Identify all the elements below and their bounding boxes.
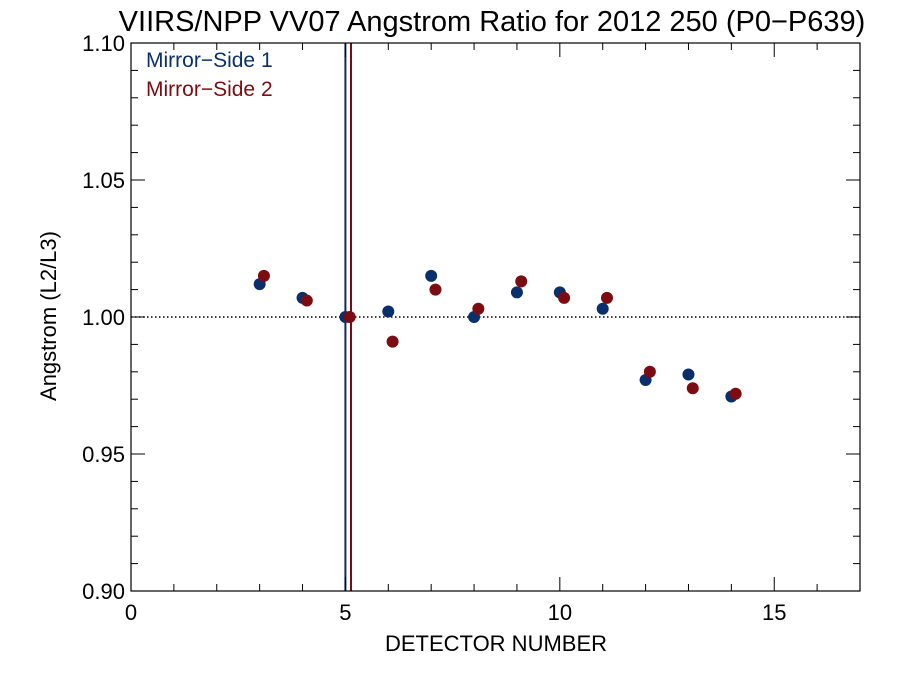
data-point-mirror-side-2 — [558, 291, 571, 304]
data-point-mirror-side-1 — [425, 269, 438, 282]
data-point-mirror-side-2 — [300, 294, 313, 307]
data-point-mirror-side-1 — [382, 305, 395, 318]
x-tick-label: 15 — [762, 600, 786, 625]
y-tick-label: 1.00 — [82, 305, 125, 330]
reference-lines — [131, 43, 860, 591]
data-point-mirror-side-2 — [257, 269, 270, 282]
y-tick-label: 0.95 — [82, 442, 125, 467]
x-axis-label: DETECTOR NUMBER — [385, 631, 607, 656]
data-point-mirror-side-2 — [643, 365, 656, 378]
y-axis-label: Angstrom (L2/L3) — [36, 231, 61, 401]
data-point-mirror-side-2 — [386, 335, 399, 348]
data-point-mirror-side-2 — [472, 302, 485, 315]
y-tick-label: 1.05 — [82, 168, 125, 193]
legend-label-mirror-side-2: Mirror−Side 2 — [146, 78, 273, 101]
data-point-mirror-side-2 — [686, 382, 699, 395]
data-point-mirror-side-2 — [729, 387, 742, 400]
legend: Mirror−Side 1 Mirror−Side 2 — [146, 49, 273, 101]
data-point-mirror-side-1 — [682, 368, 695, 381]
data-point-mirror-side-1 — [510, 286, 523, 299]
plot-frame — [130, 42, 861, 592]
data-point-mirror-side-2 — [600, 291, 613, 304]
x-tick-label: 10 — [548, 600, 572, 625]
legend-label-mirror-side-1: Mirror−Side 1 — [146, 49, 273, 72]
chart-title: VIIRS/NPP VV07 Angstrom Ratio for 2012 2… — [119, 6, 866, 38]
x-tick-label: 0 — [125, 600, 137, 625]
y-tick-label: 1.10 — [82, 31, 125, 56]
axis-ticks: 0 5 10 15 0.90 0.95 1.00 1.05 1.10 — [82, 31, 861, 625]
data-point-mirror-side-2 — [515, 275, 528, 288]
data-point-mirror-side-2 — [429, 283, 442, 296]
data-point-mirror-side-2 — [343, 311, 356, 323]
data-points — [253, 269, 742, 403]
y-tick-label: 0.90 — [82, 579, 125, 604]
x-tick-label: 5 — [339, 600, 351, 625]
data-point-mirror-side-1 — [596, 302, 609, 315]
